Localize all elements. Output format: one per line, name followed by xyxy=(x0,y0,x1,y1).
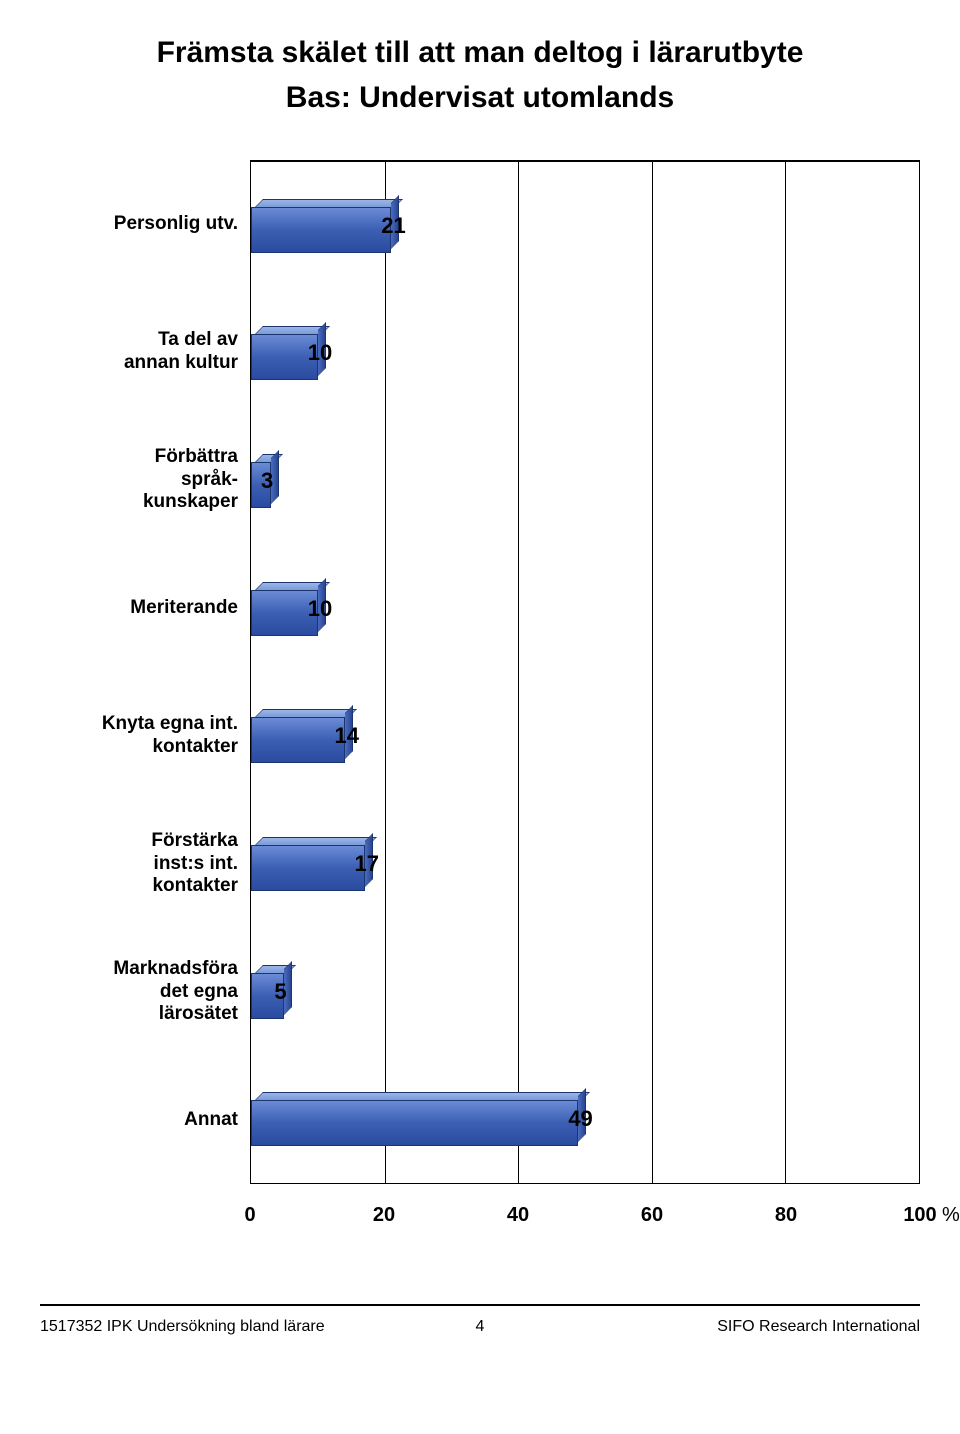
footer-right: SIFO Research International xyxy=(717,1318,920,1336)
category-label: Marknadsföradet egnalärosätet xyxy=(113,958,238,1026)
title-line-2: Bas: Undervisat utomlands xyxy=(40,75,920,120)
bar-face xyxy=(251,845,365,891)
x-tick: 20 xyxy=(373,1204,395,1227)
y-label-row: Ta del avannan kultur xyxy=(40,288,250,416)
x-axis: 020406080100% xyxy=(250,1204,920,1234)
category-label: Meriterande xyxy=(130,597,238,620)
bar-face xyxy=(251,717,345,763)
bar-slot: 21 xyxy=(251,162,919,290)
y-label-row: Förbättraspråk-kunskaper xyxy=(40,416,250,544)
bar-slot: 3 xyxy=(251,417,919,545)
footer-page-number: 4 xyxy=(476,1318,485,1336)
y-label-row: Annat xyxy=(40,1056,250,1184)
x-tick: 100 xyxy=(903,1204,936,1227)
bar-slot: 5 xyxy=(251,928,919,1056)
x-tick: 0 xyxy=(244,1204,255,1227)
bar-value-label: 17 xyxy=(355,851,379,877)
bar-face xyxy=(251,207,391,253)
bar: 10 xyxy=(251,582,318,636)
x-axis-unit: % xyxy=(942,1204,960,1227)
title-line-1: Främsta skälet till att man deltog i lär… xyxy=(40,30,920,75)
bar: 21 xyxy=(251,199,391,253)
bar-top xyxy=(255,837,377,845)
bar-top xyxy=(255,199,403,207)
bar: 49 xyxy=(251,1092,578,1146)
category-label: Ta del avannan kultur xyxy=(124,329,238,375)
y-label-row: Knyta egna int.kontakter xyxy=(40,672,250,800)
chart-container: Personlig utv. Ta del avannan kultur Förbä… xyxy=(40,160,920,1184)
plot-area: 21 10 3 10 14 17 5 49 xyxy=(250,160,920,1184)
bar-slot: 49 xyxy=(251,1055,919,1183)
category-label: Knyta egna int.kontakter xyxy=(102,713,238,759)
y-axis-labels: Personlig utv. Ta del avannan kultur Förbä… xyxy=(40,160,250,1184)
y-label-row: Förstärkainst:s int.kontakter xyxy=(40,800,250,928)
y-label-row: Meriterande xyxy=(40,544,250,672)
bar-value-label: 10 xyxy=(308,596,332,622)
category-label: Personlig utv. xyxy=(114,213,238,236)
footer-left: 1517352 IPK Undersökning bland lärare xyxy=(40,1318,325,1336)
bar-top xyxy=(255,709,357,717)
bar-face xyxy=(251,1100,578,1146)
bar-slot: 17 xyxy=(251,800,919,928)
bar-value-label: 49 xyxy=(568,1106,592,1132)
category-label: Annat xyxy=(184,1109,238,1132)
bar-value-label: 14 xyxy=(335,723,359,749)
bar: 17 xyxy=(251,837,365,891)
bar: 5 xyxy=(251,965,284,1019)
bar: 10 xyxy=(251,326,318,380)
category-label: Förbättraspråk-kunskaper xyxy=(143,446,238,514)
bar-slot: 10 xyxy=(251,545,919,673)
bar: 14 xyxy=(251,709,345,763)
x-tick: 80 xyxy=(775,1204,797,1227)
bars-layer: 21 10 3 10 14 17 5 49 xyxy=(251,162,919,1183)
page-footer: 1517352 IPK Undersökning bland lärare 4 … xyxy=(40,1304,920,1336)
bar-slot: 14 xyxy=(251,673,919,801)
bar: 3 xyxy=(251,454,271,508)
chart-title: Främsta skälet till att man deltog i lär… xyxy=(40,30,920,120)
x-tick: 60 xyxy=(641,1204,663,1227)
bar-top xyxy=(255,1092,590,1100)
y-label-row: Personlig utv. xyxy=(40,160,250,288)
x-tick: 40 xyxy=(507,1204,529,1227)
bar-slot: 10 xyxy=(251,290,919,418)
bar-value-label: 21 xyxy=(381,213,405,239)
y-label-row: Marknadsföradet egnalärosätet xyxy=(40,928,250,1056)
category-label: Förstärkainst:s int.kontakter xyxy=(151,830,238,898)
bar-value-label: 3 xyxy=(261,468,273,494)
bar-value-label: 5 xyxy=(274,979,286,1005)
bar-value-label: 10 xyxy=(308,340,332,366)
